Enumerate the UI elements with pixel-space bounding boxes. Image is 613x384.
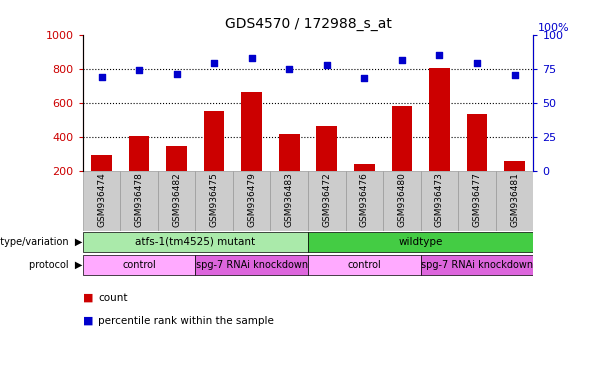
Text: GSM936481: GSM936481 xyxy=(510,172,519,227)
Bar xyxy=(421,171,458,231)
Bar xyxy=(166,146,187,205)
Text: protocol  ▶: protocol ▶ xyxy=(29,260,83,270)
Bar xyxy=(429,68,450,205)
Bar xyxy=(466,114,487,205)
Text: GSM936480: GSM936480 xyxy=(397,172,406,227)
Bar xyxy=(504,161,525,205)
Bar xyxy=(196,255,308,275)
Text: percentile rank within the sample: percentile rank within the sample xyxy=(98,316,274,326)
Text: GSM936477: GSM936477 xyxy=(473,172,481,227)
Point xyxy=(134,67,144,73)
Bar xyxy=(196,171,233,231)
Text: spg-7 RNAi knockdown: spg-7 RNAi knockdown xyxy=(196,260,308,270)
Bar xyxy=(233,171,270,231)
Text: GSM936483: GSM936483 xyxy=(285,172,294,227)
Text: control: control xyxy=(122,260,156,270)
Text: GSM936473: GSM936473 xyxy=(435,172,444,227)
Point xyxy=(359,75,369,81)
Bar xyxy=(158,171,196,231)
Bar xyxy=(308,171,346,231)
Bar xyxy=(279,134,300,205)
Text: count: count xyxy=(98,293,128,303)
Bar xyxy=(392,106,412,205)
Text: GSM936476: GSM936476 xyxy=(360,172,369,227)
Bar xyxy=(383,171,421,231)
Point xyxy=(322,61,332,68)
Bar xyxy=(270,171,308,231)
Text: GSM936475: GSM936475 xyxy=(210,172,219,227)
Bar xyxy=(346,171,383,231)
Bar xyxy=(83,171,120,231)
Bar xyxy=(354,164,375,205)
Bar xyxy=(458,171,496,231)
Point xyxy=(209,60,219,66)
Bar xyxy=(421,255,533,275)
Title: GDS4570 / 172988_s_at: GDS4570 / 172988_s_at xyxy=(224,17,392,31)
Text: genotype/variation  ▶: genotype/variation ▶ xyxy=(0,237,83,247)
Text: atfs-1(tm4525) mutant: atfs-1(tm4525) mutant xyxy=(135,237,256,247)
Text: wildtype: wildtype xyxy=(398,237,443,247)
Bar xyxy=(316,126,337,205)
Bar xyxy=(91,155,112,205)
Text: GSM936472: GSM936472 xyxy=(322,172,331,227)
Text: ■: ■ xyxy=(83,316,93,326)
Text: spg-7 RNAi knockdown: spg-7 RNAi knockdown xyxy=(421,260,533,270)
Bar xyxy=(204,111,224,205)
Text: GSM936474: GSM936474 xyxy=(97,172,106,227)
Bar xyxy=(83,255,196,275)
Text: control: control xyxy=(348,260,381,270)
Bar xyxy=(83,232,308,252)
Text: ■: ■ xyxy=(83,293,93,303)
Point xyxy=(97,74,107,80)
Point xyxy=(435,52,444,58)
Bar xyxy=(120,171,158,231)
Point xyxy=(509,72,519,78)
Bar xyxy=(496,171,533,231)
Text: GSM936479: GSM936479 xyxy=(247,172,256,227)
Text: 100%: 100% xyxy=(538,23,569,33)
Bar xyxy=(242,92,262,205)
Text: GSM936482: GSM936482 xyxy=(172,172,181,227)
Point xyxy=(247,55,257,61)
Bar xyxy=(129,136,150,205)
Text: GSM936478: GSM936478 xyxy=(135,172,143,227)
Point xyxy=(472,60,482,66)
Bar xyxy=(308,232,533,252)
Point xyxy=(172,71,181,77)
Bar xyxy=(308,255,421,275)
Point xyxy=(284,66,294,72)
Point xyxy=(397,57,407,63)
